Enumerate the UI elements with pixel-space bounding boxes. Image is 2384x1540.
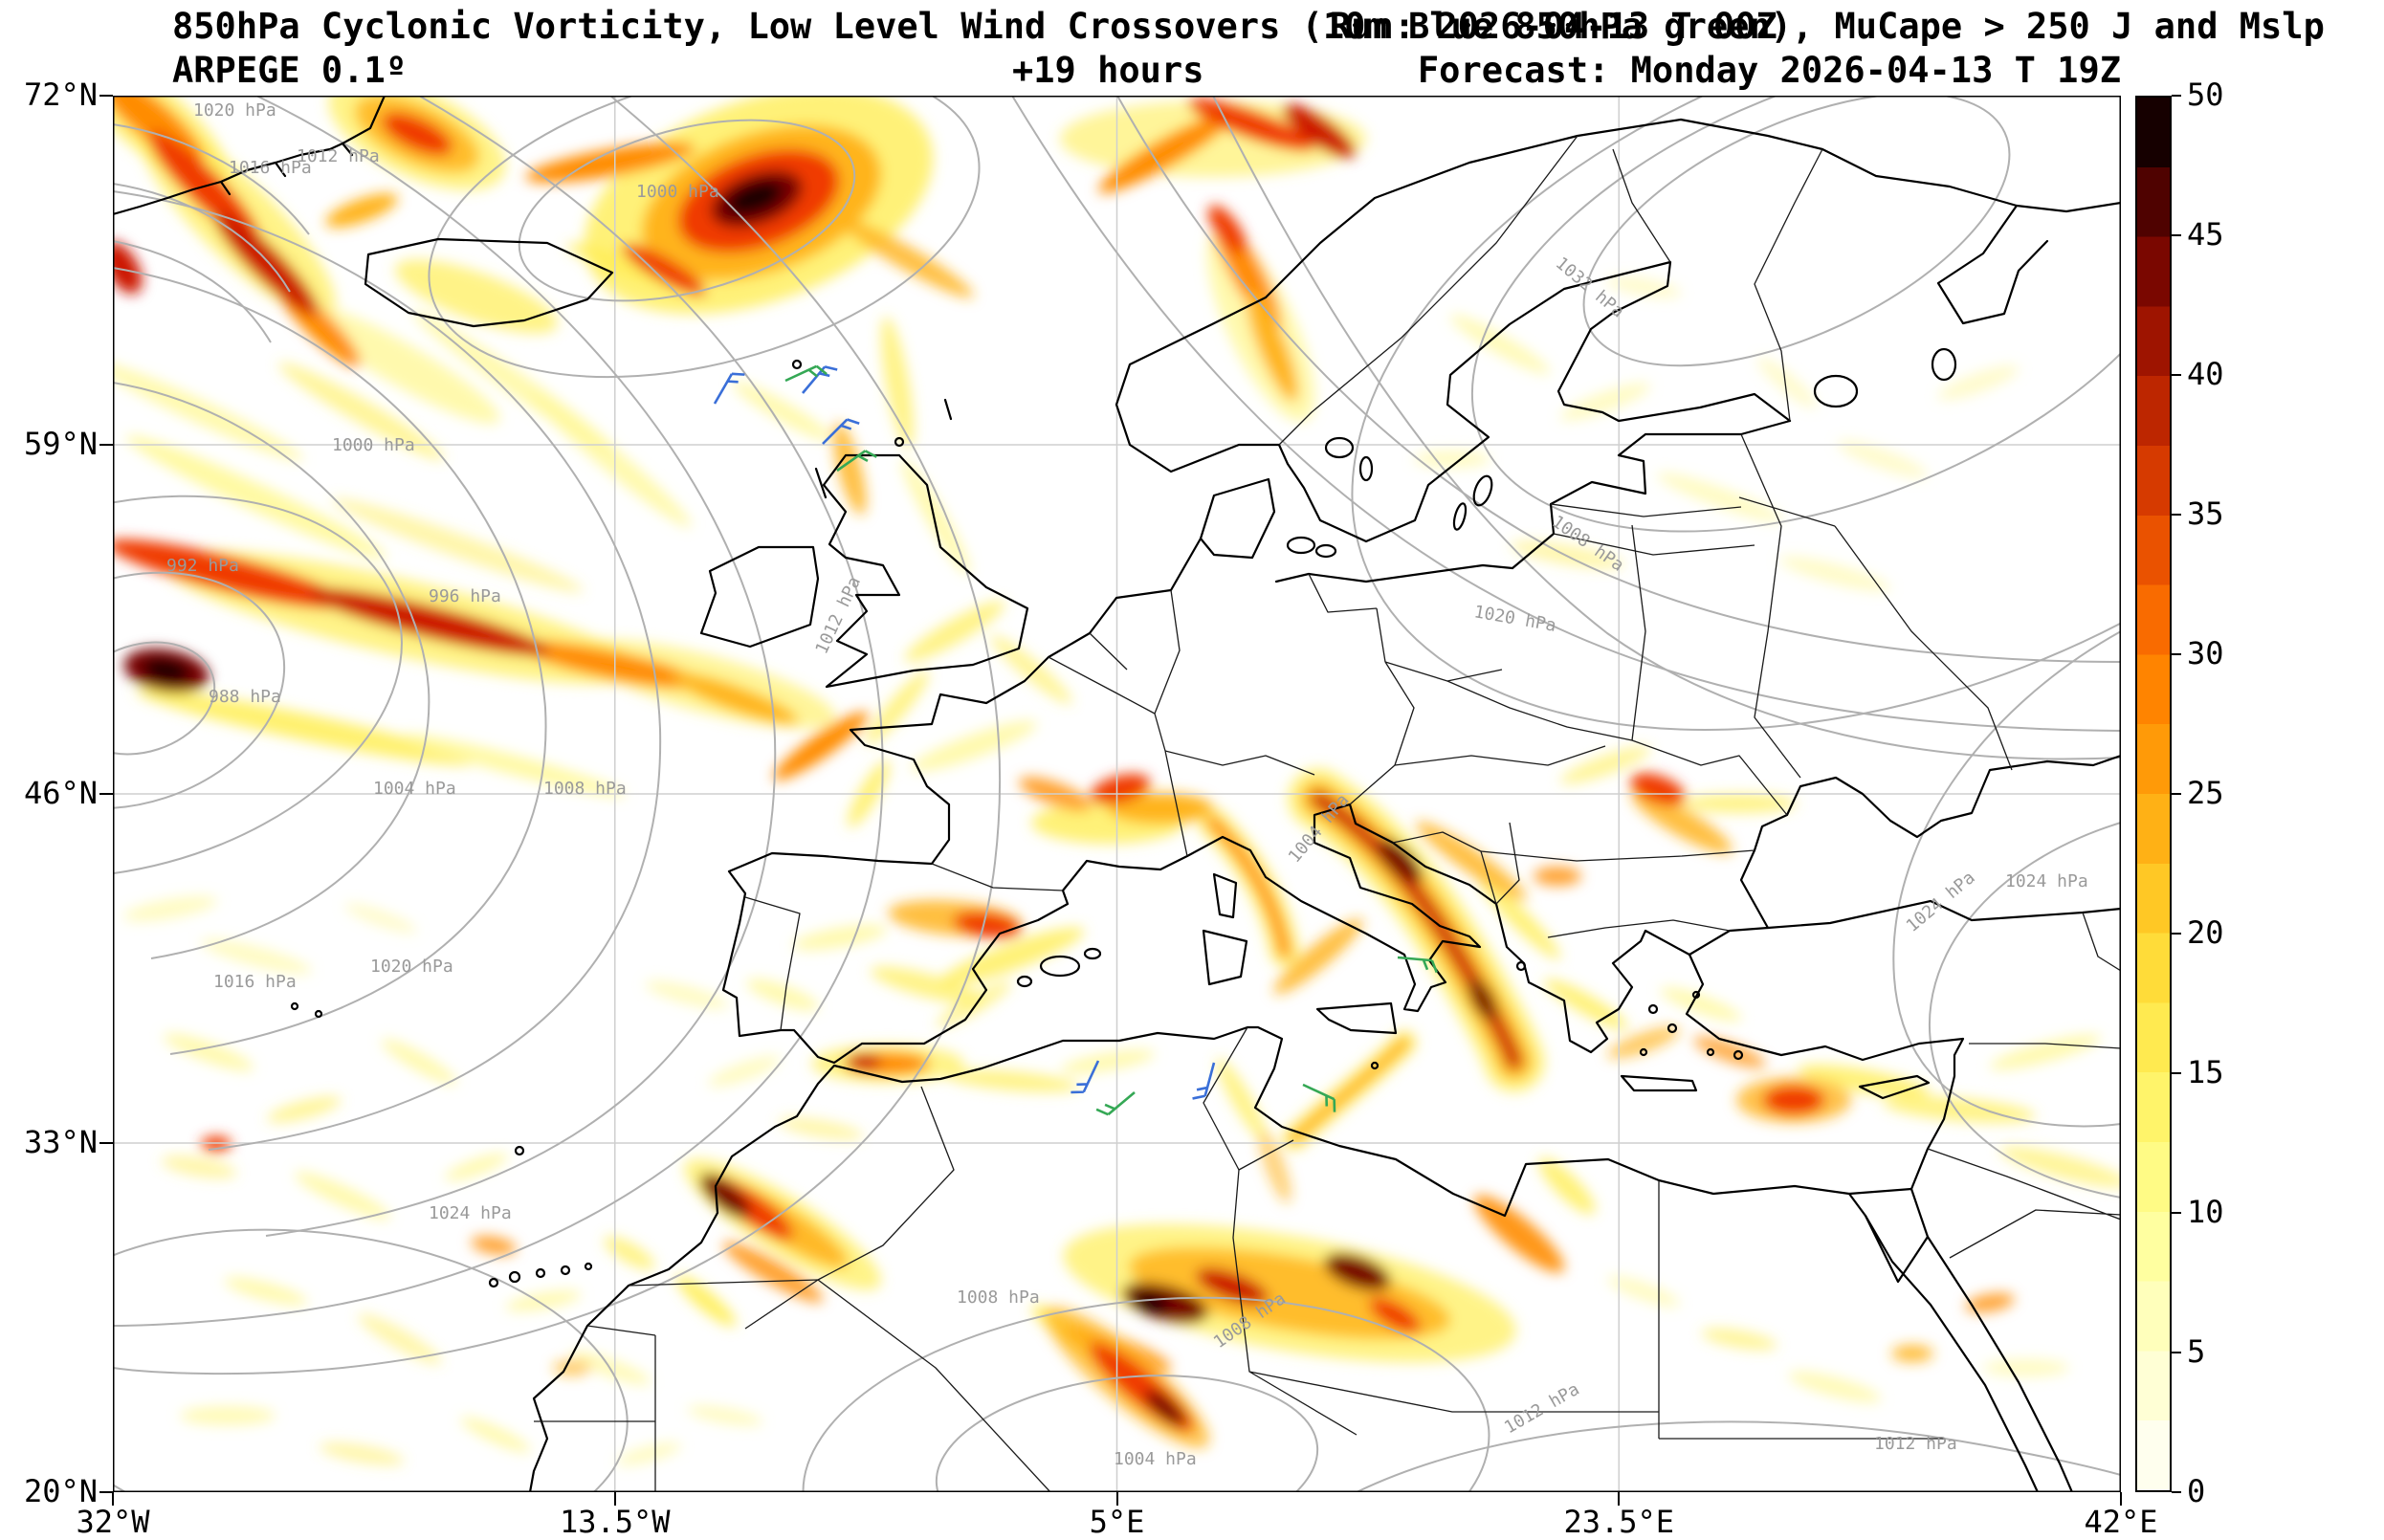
colorbar-tick-label: 15 — [2187, 1054, 2224, 1090]
colorbar-tick-label: 5 — [2187, 1333, 2206, 1370]
colorbar-tick-mark — [2172, 1212, 2181, 1214]
x-tick-label: 32°W — [76, 1504, 150, 1540]
y-tick-label: 46°N — [23, 775, 98, 811]
isobar-label: 1012 hPa — [297, 146, 380, 166]
colorbar-tick-mark — [2172, 933, 2181, 935]
colorbar-tick-mark — [2172, 234, 2181, 236]
colorbar-tick-mark — [2172, 793, 2181, 795]
run-label: Run: 2026-04-13 T 00Z — [1330, 6, 1777, 47]
x-tick-label: 13.5°W — [559, 1504, 671, 1540]
x-tick-label: 42°E — [2084, 1504, 2158, 1540]
colorbar-tick-label: 10 — [2187, 1194, 2224, 1230]
isobar-label: 1024 hPa — [1903, 868, 1979, 936]
isobar-label: 1012 hPa — [811, 574, 865, 657]
y-tick-mark — [99, 793, 113, 795]
isobar-label: 1024 hPa — [2005, 871, 2088, 891]
graticule-grid — [113, 96, 2121, 1492]
y-tick-label: 33°N — [23, 1124, 98, 1160]
wind-barb-icon — [1397, 956, 1439, 974]
wind-barb-icon — [713, 372, 745, 405]
x-tick-mark — [112, 1492, 114, 1506]
isobar-label: 1004 hPa — [1114, 1449, 1197, 1469]
isobar-label: 1012 hPa — [1874, 1434, 1957, 1454]
isobar-contours — [113, 96, 2121, 1492]
wind-barb-icon — [1192, 1062, 1216, 1100]
colorbar-tick-mark — [2172, 1491, 2181, 1493]
isobar-label: 992 hPa — [166, 556, 239, 576]
colorbar-tick-label: 50 — [2187, 77, 2224, 113]
lead-time-label: +19 hours — [1012, 50, 1204, 91]
wind-barb-icon — [1095, 1091, 1136, 1116]
y-tick-mark — [99, 444, 113, 446]
colorbar-tick-label: 25 — [2187, 775, 2224, 811]
isobar-label: 988 hPa — [209, 687, 281, 707]
isobar-label: 996 hPa — [429, 586, 501, 606]
coastlines — [113, 96, 2121, 1492]
x-tick-mark — [1115, 1492, 1118, 1506]
isobar-label: 1020 hPa — [193, 100, 276, 121]
colorbar-tick-mark — [2172, 514, 2181, 516]
colorbar-tick-mark — [2172, 1352, 2181, 1353]
chart-title: 850hPa Cyclonic Vorticity, Low Level Win… — [172, 6, 2325, 47]
y-tick-mark — [99, 1491, 113, 1493]
isobar-label: 1024 hPa — [429, 1203, 512, 1223]
forecast-valid-label: Forecast: Monday 2026-04-13 T 19Z — [1417, 50, 2121, 91]
wind-barb-icon — [1071, 1060, 1100, 1094]
x-tick-mark — [1618, 1492, 1621, 1506]
y-tick-mark — [99, 95, 113, 97]
colorbar-tick-label: 45 — [2187, 216, 2224, 253]
wind-barb-icon — [784, 364, 828, 383]
isobar-label: 1008 hPa — [957, 1287, 1040, 1308]
wind-barb-icon — [836, 450, 877, 473]
isobar-label: 1000 hPa — [332, 435, 415, 455]
isobar-label: 1004 hPa — [373, 779, 456, 799]
colorbar-tick-label: 0 — [2187, 1473, 2206, 1509]
y-tick-mark — [99, 1142, 113, 1144]
wind-barb-icon — [1302, 1083, 1336, 1112]
isobar-label: 1020 hPa — [370, 957, 453, 977]
colorbar-tick-mark — [2172, 1072, 2181, 1074]
wind-barb-icon — [822, 418, 860, 445]
isobar-label: 1012 hPa — [1501, 1379, 1583, 1439]
map-canvas: 1020 hPa 1016 hPa 1012 hPa 1000 hPa 1032 hPa… — [113, 96, 2121, 1492]
x-tick-mark — [2120, 1492, 2122, 1506]
colorbar-tick-label: 20 — [2187, 914, 2224, 951]
colorbar-tick-label: 35 — [2187, 495, 2224, 532]
colorbar-tick-mark — [2172, 374, 2181, 376]
x-tick-mark — [613, 1492, 616, 1506]
isobar-label: 1000 hPa — [636, 182, 719, 202]
y-tick-label: 72°N — [23, 77, 98, 113]
model-label: ARPEGE 0.1º — [172, 50, 408, 91]
colorbar-tick-mark — [2172, 653, 2181, 655]
x-tick-label: 23.5°E — [1563, 1504, 1675, 1540]
isobar-label: 1008 hPa — [543, 779, 627, 799]
isobar-label: 1016 hPa — [229, 158, 312, 178]
colorbar — [2135, 96, 2172, 1492]
country-borders — [534, 135, 2121, 1492]
x-tick-label: 5°E — [1089, 1504, 1145, 1540]
colorbar-tick-label: 40 — [2187, 356, 2224, 392]
vorticity-field — [113, 96, 2121, 1465]
isobar-label: 1016 hPa — [213, 972, 297, 992]
y-tick-label: 59°N — [23, 426, 98, 462]
colorbar-tick-label: 30 — [2187, 635, 2224, 671]
colorbar-tick-mark — [2172, 95, 2181, 97]
y-tick-label: 20°N — [23, 1473, 98, 1509]
